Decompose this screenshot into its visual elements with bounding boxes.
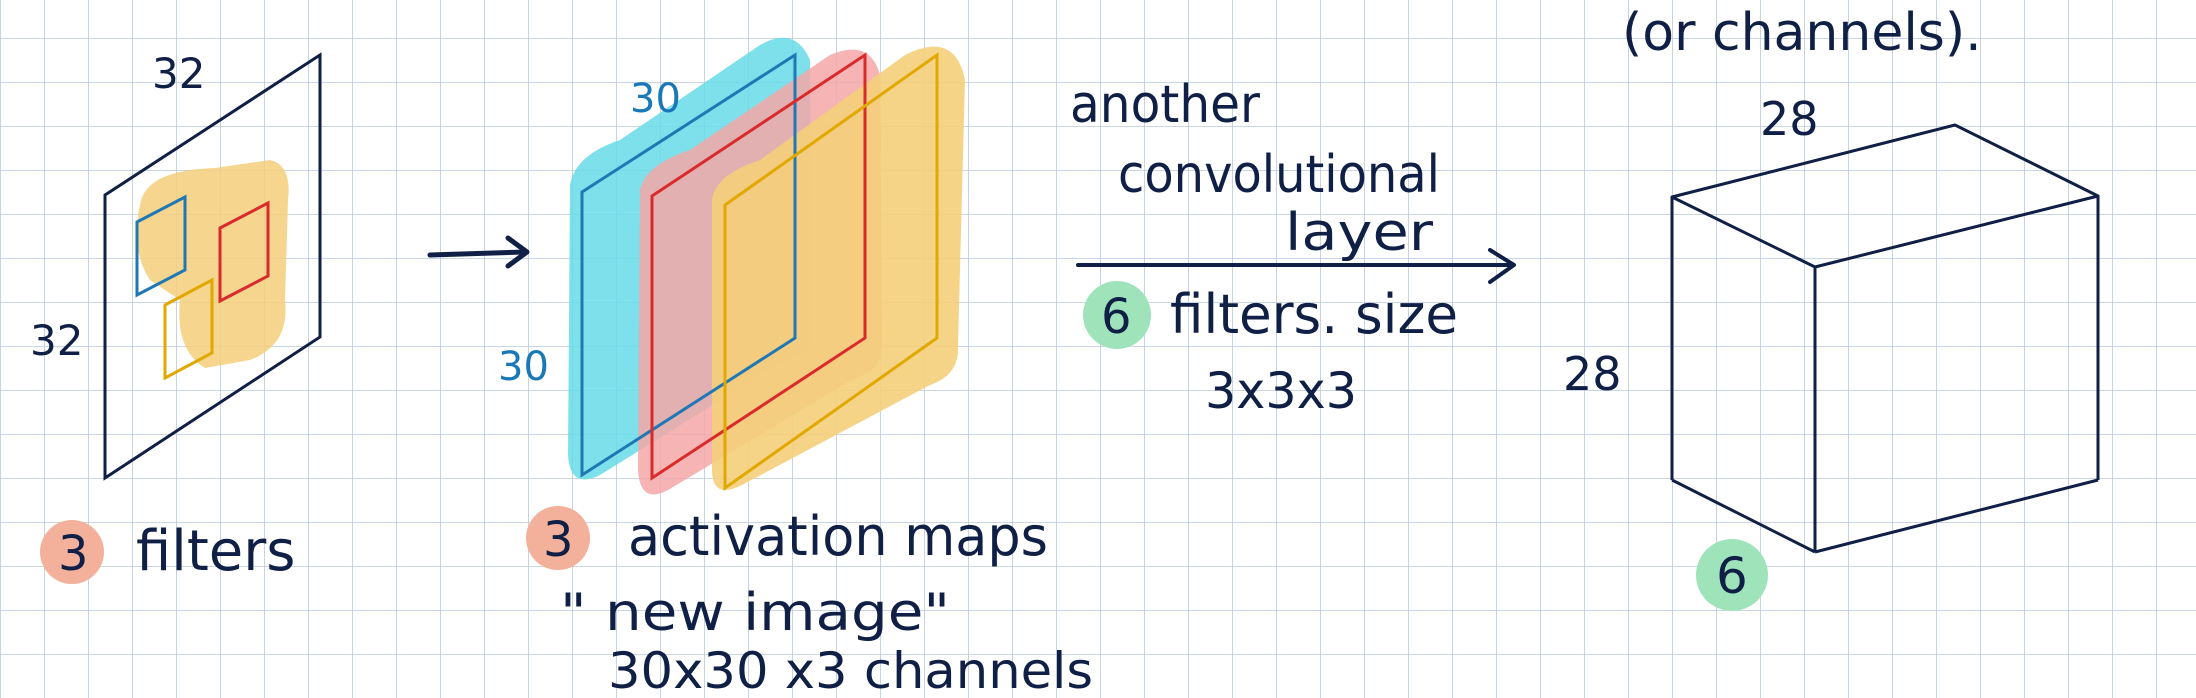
filters-caption: filters <box>136 519 295 584</box>
activation-width-label: 30 <box>630 76 681 122</box>
input-image-group: 32 32 <box>30 49 322 481</box>
output-height-label: 28 <box>1563 347 1622 401</box>
blue-filter-square <box>135 194 187 298</box>
activation-caption-line1: activation maps <box>628 505 1048 568</box>
output-depth-number: 6 <box>1716 547 1748 605</box>
activation-count-badge <box>526 506 590 570</box>
red-filter-square <box>218 200 270 304</box>
activation-maps-group: 30 30 <box>498 37 965 495</box>
yellow-map-highlight <box>712 46 965 491</box>
activation-count-number: 3 <box>543 512 574 568</box>
input-image-plane <box>103 52 322 481</box>
output-filters-badge <box>1083 281 1151 349</box>
output-depth-badge <box>1696 539 1768 611</box>
activation-caption-line2: " new image" <box>560 583 950 643</box>
blue-activation-map <box>580 52 797 478</box>
arrow-to-activation-icon <box>427 235 530 269</box>
orange-filter-square <box>163 277 214 381</box>
input-height-label: 32 <box>30 316 83 365</box>
layer-label-line2: convolutional <box>1118 145 1440 205</box>
layer-filters-text: filters. size <box>1170 283 1458 346</box>
output-width-label: 28 <box>1760 92 1819 146</box>
top-channels-text: (or channels). <box>1622 3 1982 63</box>
filters-count-number: 3 <box>58 526 89 582</box>
orange-activation-map <box>723 52 939 491</box>
layer-label-line3: layer <box>1285 203 1434 263</box>
arrow-to-output-icon <box>1076 248 1516 284</box>
layer-label-line1: another <box>1070 75 1261 135</box>
activation-caption-line3: 30x30 x3 channels <box>608 642 1093 698</box>
input-width-label: 32 <box>152 49 205 98</box>
output-filters-number: 6 <box>1101 289 1132 345</box>
red-activation-map <box>650 52 867 481</box>
layer-filter-size-text: 3x3x3 <box>1205 362 1357 420</box>
activation-height-label: 30 <box>498 344 549 390</box>
filters-count-badge <box>40 520 104 584</box>
output-volume-box <box>1670 123 2100 554</box>
